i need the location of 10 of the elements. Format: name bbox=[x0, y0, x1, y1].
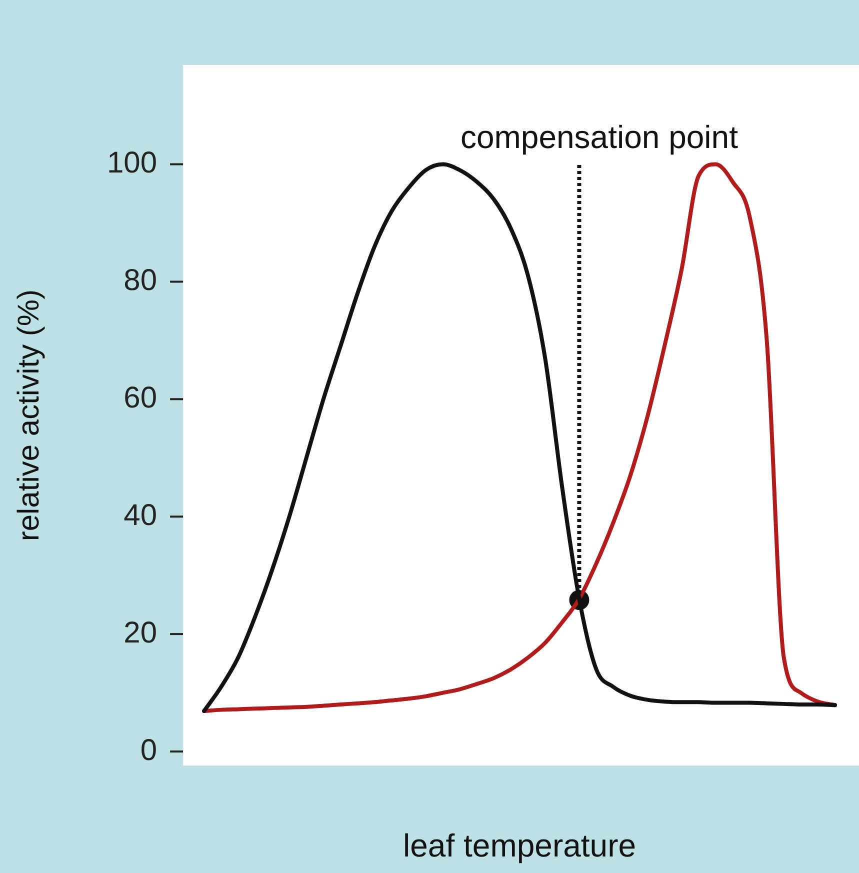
y-tick-label: 0 bbox=[140, 734, 158, 767]
y-tick-label: 40 bbox=[124, 498, 158, 532]
y-tick-label: 20 bbox=[124, 616, 158, 650]
y-tick-label: 80 bbox=[124, 264, 158, 297]
y-tick-label: 60 bbox=[124, 381, 158, 414]
y-tick-label: 100 bbox=[106, 146, 158, 180]
y-axis-title: relative activity (%) bbox=[12, 289, 46, 542]
x-axis-title: leaf temperature bbox=[403, 828, 636, 864]
line-series bbox=[202, 162, 837, 713]
annotation: compensation point bbox=[460, 119, 738, 155]
